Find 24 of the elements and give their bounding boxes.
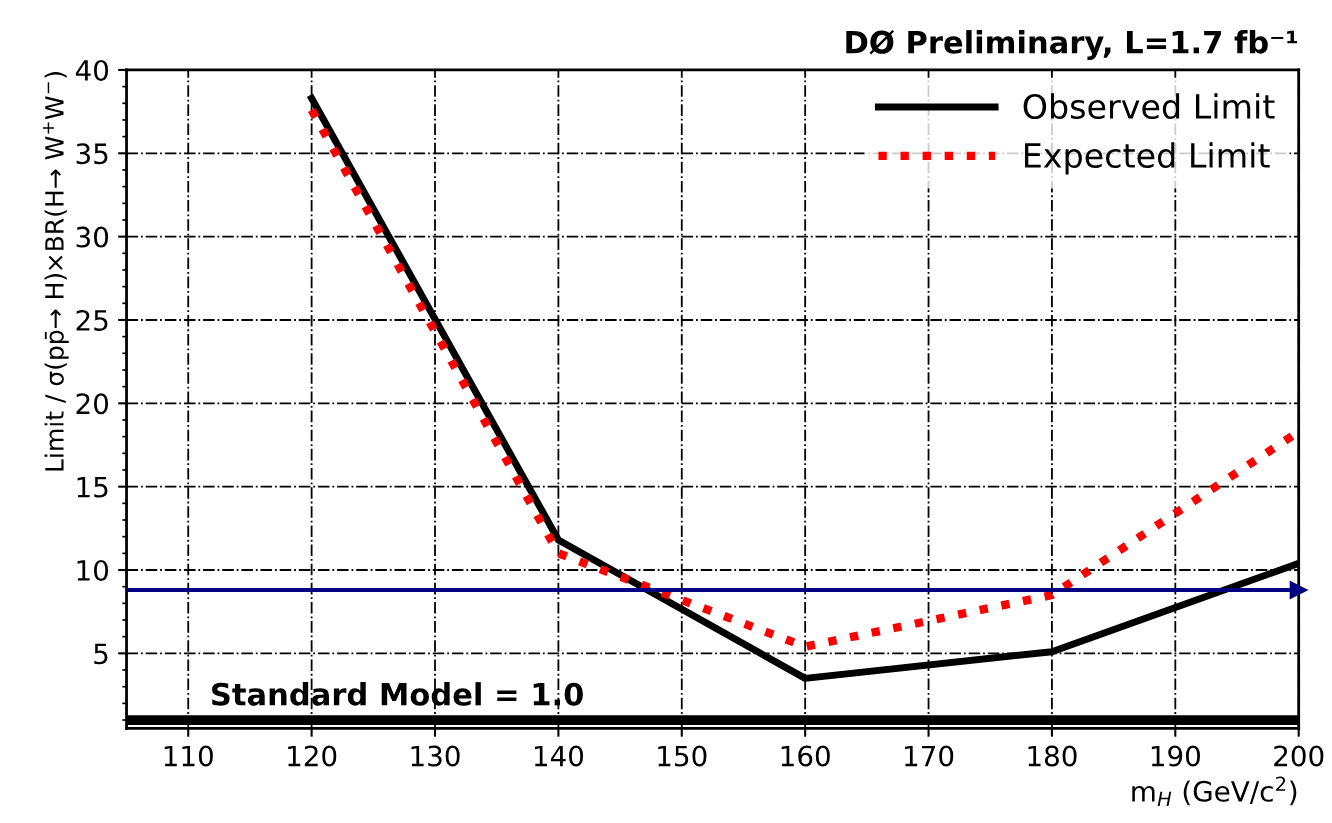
x-tick-label: 150 xyxy=(658,745,707,767)
x-tick-label: 130 xyxy=(411,745,460,767)
y-tick-label: 15 xyxy=(77,476,108,498)
x-tick-label: 190 xyxy=(1151,745,1200,767)
y-tick-label: 10 xyxy=(77,559,109,581)
ref-line-label: Standard Model = 1.0 xyxy=(212,682,583,706)
y-axis-title: Limit / σ(pp̄→ H)×BR(H→ W$^{+}$W$^{−}$) xyxy=(42,72,69,471)
x-axis-title: m$_{H}$ (GeV/c$^{2}$) xyxy=(1132,776,1297,807)
y-tick-label: 5 xyxy=(94,643,108,665)
x-tick-label: 120 xyxy=(288,745,337,767)
legend-label: Observed Limit xyxy=(1023,93,1275,120)
y-tick-label: 25 xyxy=(76,309,108,331)
x-tick-label: 180 xyxy=(1028,745,1077,767)
chart-title: DØ Preliminary, L=1.7 fb⁻¹ xyxy=(846,29,1297,60)
y-tick-label: 30 xyxy=(76,226,109,248)
x-tick-label: 110 xyxy=(164,745,213,767)
legend-label: Expected Limit xyxy=(1025,142,1270,175)
x-tick-label: 200 xyxy=(1274,745,1324,767)
y-tick-label: 40 xyxy=(75,59,109,81)
x-tick-label: 140 xyxy=(534,745,584,767)
x-tick-label: 160 xyxy=(781,745,830,767)
y-tick-label: 35 xyxy=(76,143,108,165)
y-tick-label: 20 xyxy=(76,393,109,415)
x-tick-label: 170 xyxy=(905,745,954,767)
